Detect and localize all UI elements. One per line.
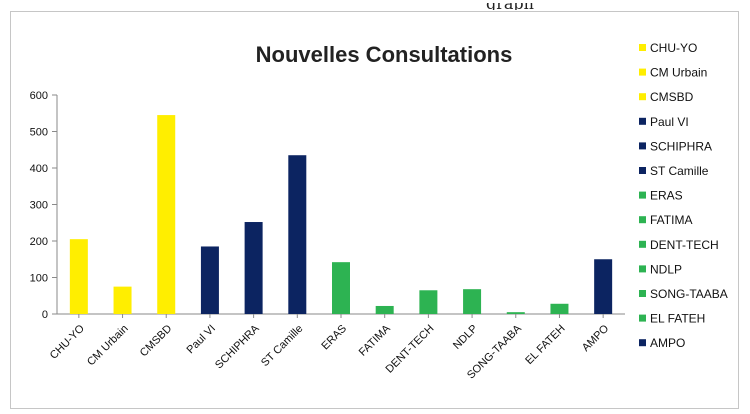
- legend-swatch: [639, 216, 646, 224]
- bar-schiphra: [244, 222, 263, 314]
- legend-label: CHU-YO: [650, 41, 697, 55]
- legend-label: FATIMA: [650, 213, 692, 227]
- bar-cmsbd: [157, 115, 176, 314]
- legend-swatch: [639, 314, 646, 322]
- legend-label: CMSBD: [650, 90, 694, 104]
- bar-cm-urbain: [113, 286, 132, 314]
- bar-paul-vi: [200, 246, 219, 314]
- legend-swatch: [639, 339, 646, 347]
- y-tick-label: 100: [30, 273, 48, 285]
- x-category-label: CM Urbain: [85, 323, 131, 369]
- x-category-label: Paul VI: [184, 323, 218, 357]
- x-category-label: ST Camille: [259, 323, 305, 369]
- chart-frame: Nouvelles Consultations 0 100 200 300 400 500…: [10, 11, 739, 409]
- legend-swatch: [639, 290, 646, 297]
- legend-label: Paul VI: [650, 115, 689, 129]
- x-category-label: CMSBD: [138, 323, 175, 360]
- legend-swatch: [639, 265, 646, 273]
- legend-label: DENT-TECH: [650, 238, 719, 252]
- legend-swatch: [639, 117, 646, 125]
- legend-label: SCHIPHRA: [650, 139, 712, 153]
- x-category-label: AMPO: [580, 322, 612, 354]
- x-category-label: SCHIPHRA: [213, 322, 262, 371]
- bar-song-taaba: [506, 312, 525, 314]
- bar-chart: Nouvelles Consultations 0 100 200 300 400 500…: [30, 41, 728, 382]
- legend-label: CM Urbain: [650, 66, 707, 80]
- legend-swatch: [639, 93, 646, 101]
- legend-swatch: [639, 191, 646, 199]
- bar-st-camille: [288, 155, 307, 314]
- legend-label: SONG-TAABA: [650, 287, 728, 301]
- y-tick-label: 200: [30, 236, 48, 248]
- bar-ndlp: [463, 289, 482, 314]
- legend-label: NDLP: [650, 262, 682, 276]
- bar-chu-yo: [69, 239, 88, 314]
- y-tick-label: 400: [30, 163, 48, 175]
- legend-label: AMPO: [650, 336, 685, 350]
- x-category-label: CHU-YO: [48, 322, 87, 361]
- cropped-header-text: graph: [0, 0, 750, 10]
- cropped-header-label: graph: [486, 3, 534, 10]
- legend-label: ERAS: [650, 189, 683, 203]
- bar-ampo: [594, 259, 613, 314]
- legend-swatch: [639, 142, 646, 150]
- bar-dent-tech: [419, 290, 438, 314]
- y-tick-label: 500: [30, 127, 48, 139]
- bar-eras: [332, 262, 350, 314]
- x-category-label: ERAS: [319, 323, 349, 353]
- legend-swatch: [639, 167, 646, 174]
- bar-fatima: [375, 305, 394, 314]
- y-tick-label: 600: [30, 90, 48, 102]
- x-category-label: NDLP: [451, 323, 480, 352]
- y-tick-label: 300: [30, 200, 48, 212]
- chart-title: Nouvelles Consultations: [256, 42, 513, 67]
- x-category-label: FATIMA: [357, 322, 393, 358]
- legend: CHU-YO CM Urbain CMSBD Paul VI SCHIPHRA ST Ca…: [639, 41, 728, 350]
- y-axis: 0 100 200 300 400 500 600: [30, 90, 625, 321]
- x-category-label: EL FATEH: [523, 323, 567, 367]
- legend-swatch: [639, 68, 646, 76]
- legend-label: EL FATEH: [650, 312, 705, 326]
- bar-el-fateh: [550, 303, 569, 314]
- legend-swatch: [639, 44, 646, 51]
- y-tick-label: 0: [42, 309, 48, 321]
- bars-group: [69, 115, 613, 314]
- legend-swatch: [639, 240, 646, 248]
- legend-label: ST Camille: [650, 164, 709, 178]
